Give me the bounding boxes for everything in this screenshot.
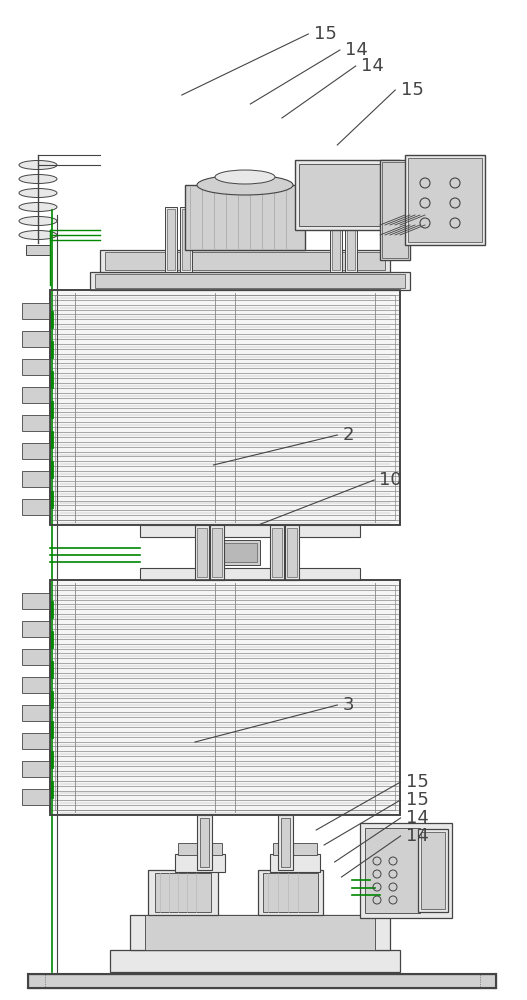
Bar [22, 705, 50, 721]
Bar [299, 164, 396, 226]
Bar [50, 580, 400, 815]
Bar [195, 525, 209, 580]
Bar [405, 155, 485, 245]
Text: 14: 14 [406, 827, 428, 845]
Text: 15: 15 [401, 81, 423, 99]
Text: 14: 14 [345, 41, 368, 59]
Ellipse shape [197, 175, 293, 195]
Bar [285, 525, 299, 580]
Bar [100, 250, 390, 272]
Bar [22, 499, 50, 515]
Text: 14: 14 [361, 57, 384, 75]
Bar [365, 828, 420, 913]
Bar [90, 272, 410, 290]
Text: 10: 10 [379, 471, 402, 489]
Bar [178, 843, 222, 855]
Bar [105, 252, 385, 270]
Bar [180, 207, 192, 272]
Bar [270, 854, 320, 872]
Bar [175, 854, 225, 872]
Ellipse shape [19, 174, 57, 184]
Bar [28, 974, 496, 988]
Bar [22, 443, 50, 459]
Bar [130, 915, 390, 950]
Bar [408, 158, 482, 242]
Bar [22, 303, 50, 319]
Bar [140, 525, 360, 537]
Bar [278, 815, 293, 870]
Bar [197, 528, 207, 577]
Bar [380, 160, 410, 260]
Bar [50, 290, 400, 525]
Bar [382, 162, 408, 258]
Bar [345, 207, 357, 272]
Text: 15: 15 [406, 791, 428, 809]
Bar [22, 471, 50, 487]
Text: 14: 14 [406, 809, 428, 827]
Ellipse shape [19, 231, 57, 239]
Ellipse shape [19, 160, 57, 169]
Bar [258, 870, 323, 915]
Ellipse shape [19, 188, 57, 198]
Bar [55, 295, 395, 520]
Bar [200, 818, 209, 867]
Bar [418, 829, 448, 912]
Bar [347, 209, 355, 270]
Bar [22, 387, 50, 403]
Ellipse shape [19, 217, 57, 226]
Bar [110, 950, 400, 972]
Bar [287, 528, 297, 577]
Bar [22, 677, 50, 693]
Ellipse shape [215, 170, 275, 184]
Bar [332, 209, 340, 270]
Bar [140, 568, 360, 580]
Ellipse shape [19, 202, 57, 212]
Bar [200, 540, 260, 565]
Bar [95, 274, 405, 288]
Bar [421, 832, 445, 909]
Bar [26, 245, 50, 255]
Bar [148, 870, 218, 915]
Bar [272, 528, 282, 577]
Bar [22, 733, 50, 749]
Bar [273, 843, 317, 855]
Text: 2: 2 [343, 426, 354, 444]
Bar [212, 528, 222, 577]
Bar [281, 818, 290, 867]
Bar [165, 207, 177, 272]
Bar [22, 331, 50, 347]
Bar [185, 185, 305, 250]
Bar [145, 915, 375, 950]
Bar [155, 873, 211, 912]
Bar [210, 525, 224, 580]
Bar [360, 823, 452, 918]
Bar [330, 207, 342, 272]
Bar [55, 585, 395, 810]
Bar [22, 359, 50, 375]
Bar [270, 525, 284, 580]
Bar [197, 815, 212, 870]
Text: 3: 3 [343, 696, 354, 714]
Bar [22, 789, 50, 805]
Bar [295, 160, 400, 230]
Bar [22, 593, 50, 609]
Bar [182, 209, 190, 270]
Bar [22, 649, 50, 665]
Bar [50, 580, 400, 815]
Text: 15: 15 [406, 773, 428, 791]
Bar [263, 873, 318, 912]
Bar [167, 209, 175, 270]
Bar [50, 290, 400, 525]
Bar [22, 415, 50, 431]
Bar [22, 621, 50, 637]
Bar [203, 543, 257, 562]
Bar [22, 761, 50, 777]
Text: 15: 15 [314, 25, 336, 43]
